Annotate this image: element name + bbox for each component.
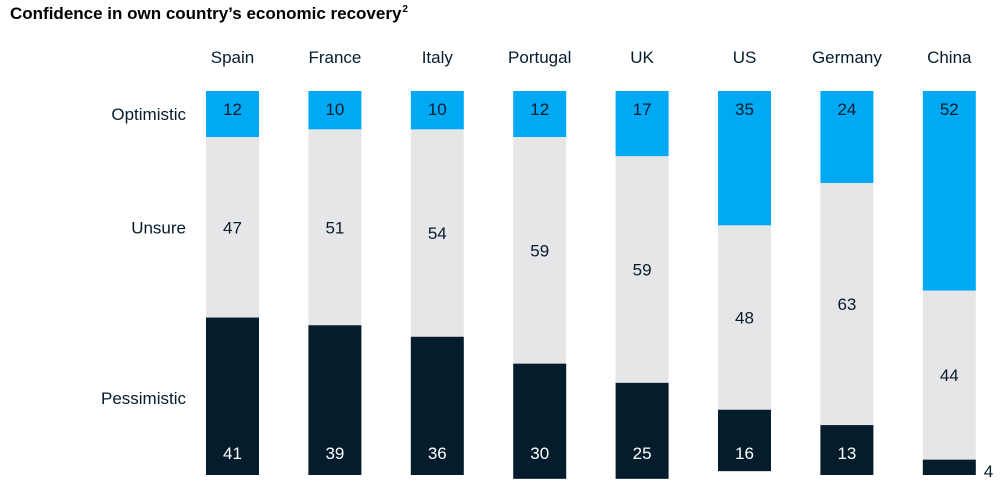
bar-segment-france-optimistic — [308, 91, 362, 130]
category-label-france: France — [308, 48, 361, 67]
data-label-spain-unsure: 47 — [223, 218, 242, 237]
data-label-china-unsure: 44 — [940, 366, 959, 385]
category-label-uk: UK — [630, 48, 654, 67]
bar-segment-italy-pessimistic — [410, 336, 464, 475]
bar-segment-portugal-pessimistic — [513, 363, 567, 479]
data-label-china-pessimistic: 4 — [984, 462, 993, 481]
bar-segment-china-pessimistic — [922, 459, 976, 475]
bar-segment-portugal-unsure — [513, 137, 567, 364]
bar-segment-spain-pessimistic — [206, 317, 259, 475]
data-label-us-unsure: 48 — [735, 309, 754, 328]
data-label-italy-pessimistic: 36 — [428, 444, 447, 463]
bar-segment-china-unsure — [922, 290, 976, 460]
category-label-germany: Germany — [812, 48, 882, 67]
bar-segment-italy-optimistic — [410, 91, 464, 130]
data-label-france-unsure: 51 — [325, 218, 344, 237]
category-label-spain: Spain — [211, 48, 254, 67]
category-label-us: US — [733, 48, 757, 67]
data-label-italy-optimistic: 10 — [428, 100, 447, 119]
data-label-us-pessimistic: 16 — [735, 444, 754, 463]
data-label-portugal-optimistic: 12 — [530, 100, 549, 119]
bar-segment-spain-optimistic — [206, 91, 259, 138]
data-label-uk-optimistic: 17 — [633, 100, 652, 119]
data-label-us-optimistic: 35 — [735, 100, 754, 119]
bar-segment-us-pessimistic — [718, 409, 771, 472]
bar-segment-germany-pessimistic — [820, 425, 874, 475]
data-label-italy-unsure: 54 — [428, 224, 447, 243]
bar-segment-portugal-optimistic — [513, 91, 567, 138]
category-label-china: China — [927, 48, 972, 67]
bar-segment-uk-unsure — [615, 156, 669, 383]
bar-segment-uk-optimistic — [615, 91, 669, 157]
category-label-italy: Italy — [422, 48, 454, 67]
data-label-france-pessimistic: 39 — [325, 444, 344, 463]
chart-title: Confidence in own country’s economic rec… — [10, 4, 408, 24]
bar-segment-italy-unsure — [410, 129, 464, 337]
bar-segment-france-unsure — [308, 129, 362, 326]
row-label-optimistic: Optimistic — [111, 105, 186, 124]
data-label-germany-pessimistic: 13 — [837, 444, 856, 463]
bar-segment-us-optimistic — [718, 91, 771, 226]
data-label-china-optimistic: 52 — [940, 100, 959, 119]
data-label-germany-unsure: 63 — [837, 295, 856, 314]
data-label-germany-optimistic: 24 — [837, 100, 856, 119]
data-label-portugal-unsure: 59 — [530, 241, 549, 260]
data-label-france-optimistic: 10 — [325, 100, 344, 119]
bar-segment-china-optimistic — [922, 91, 976, 291]
data-label-spain-pessimistic: 41 — [223, 444, 242, 463]
bar-segment-spain-unsure — [206, 137, 259, 318]
bar-segment-france-pessimistic — [308, 325, 362, 475]
category-label-portugal: Portugal — [508, 48, 571, 67]
bar-segment-uk-pessimistic — [615, 382, 669, 479]
data-label-spain-optimistic: 12 — [223, 100, 242, 119]
data-label-portugal-pessimistic: 30 — [530, 444, 549, 463]
bar-segment-germany-optimistic — [820, 91, 874, 184]
bar-segment-us-unsure — [718, 225, 771, 410]
row-label-unsure: Unsure — [131, 218, 186, 237]
chart-title-text: Confidence in own country’s economic rec… — [10, 4, 402, 23]
row-label-pessimistic: Pessimistic — [101, 389, 187, 408]
footnote-marker: 2 — [402, 4, 408, 16]
bar-segment-germany-unsure — [820, 183, 874, 426]
data-label-uk-unsure: 59 — [633, 261, 652, 280]
data-label-uk-pessimistic: 25 — [633, 444, 652, 463]
